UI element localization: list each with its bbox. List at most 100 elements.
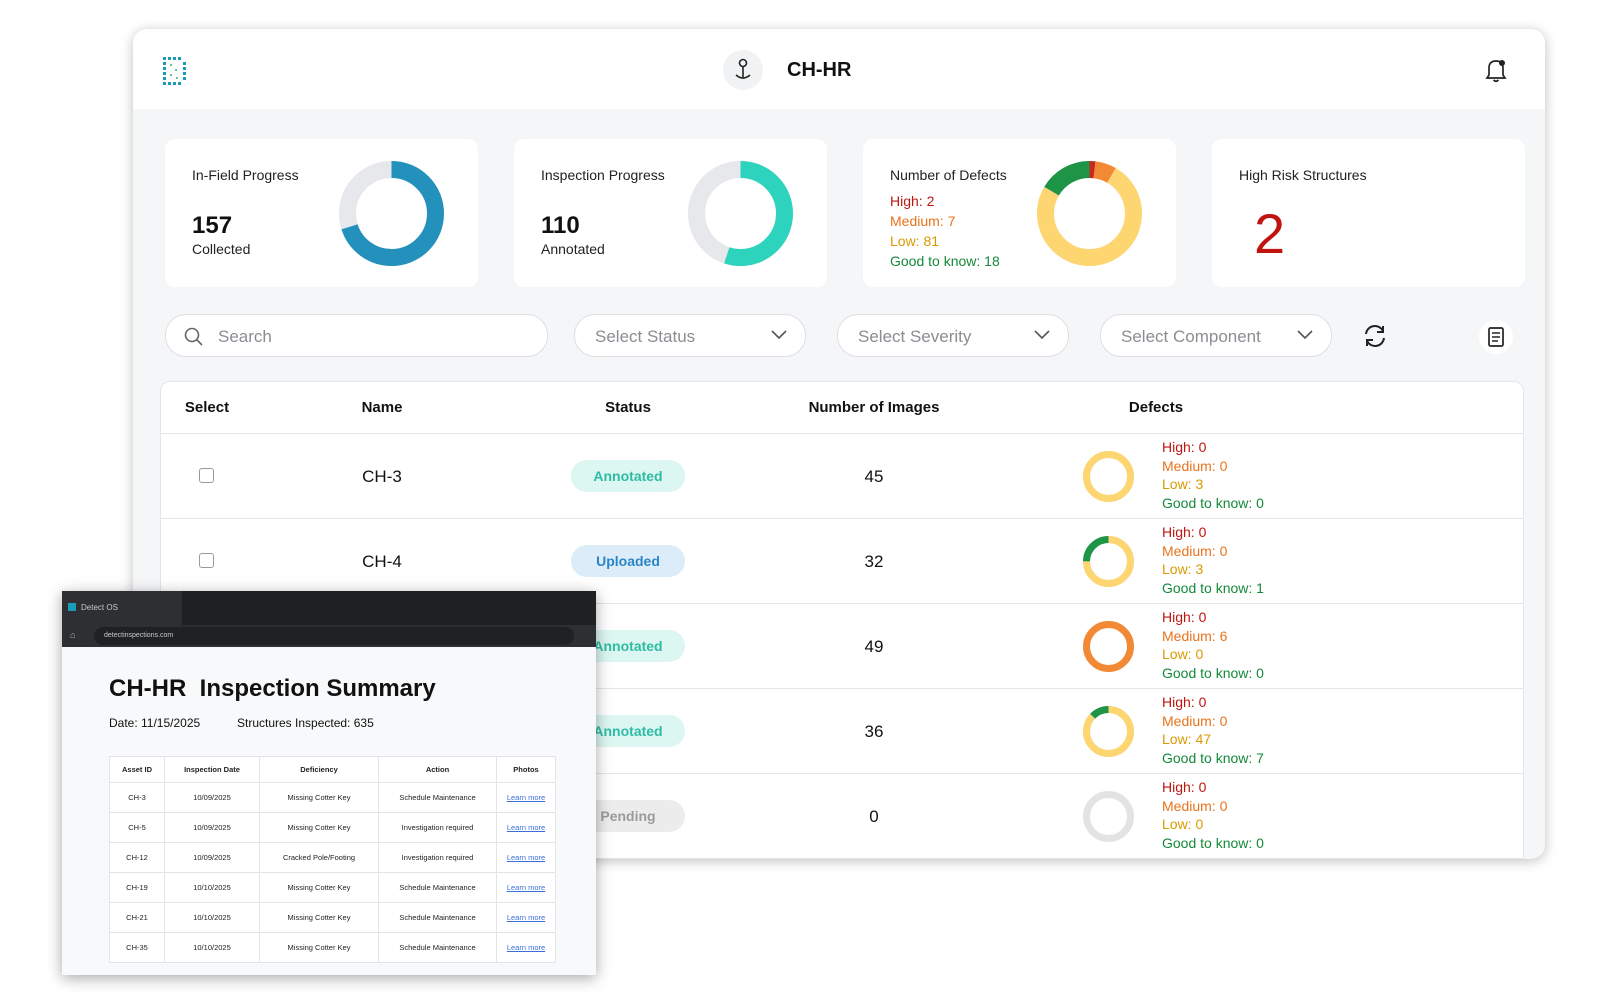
- defect-count: High: 0: [1162, 609, 1207, 625]
- donut-segment: [1082, 705, 1134, 757]
- report-cell: 10/09/2025: [164, 812, 260, 843]
- donut-track: [1082, 790, 1134, 842]
- column-header: Select: [184, 399, 230, 416]
- image-count: 36: [864, 722, 884, 741]
- donut-segment: [1082, 705, 1134, 757]
- table-row: [161, 519, 1523, 604]
- select-placeholder: Select Status: [595, 327, 696, 346]
- select-dropdown[interactable]: Select Status: [574, 314, 806, 357]
- report-cell: 10/10/2025: [164, 932, 260, 963]
- column-header: Status: [605, 399, 651, 416]
- tab-icon: [68, 603, 76, 611]
- card-label: Inspection Progress: [541, 167, 665, 183]
- project-title: CH-HR: [787, 59, 852, 81]
- report-row: CH-12 10/09/2025 Cracked Pole/Footing Inves…: [109, 842, 556, 873]
- learn-more-link[interactable]: Learn more: [496, 782, 556, 813]
- defect-count: Good to know: 0: [1162, 834, 1264, 851]
- report-cell: CH-35: [109, 932, 165, 963]
- search-icon: [184, 327, 203, 346]
- defect-count: Low: 3: [1162, 561, 1204, 577]
- report-row: CH-19 10/10/2025 Missing Cotter Key Schedul…: [109, 872, 556, 903]
- defect-count: Good to know: 1: [1162, 579, 1264, 596]
- defect-count: High: 0: [1162, 694, 1207, 710]
- learn-more-link[interactable]: Learn more: [496, 932, 556, 963]
- donut-segment: [1082, 450, 1134, 502]
- card-unit: Collected: [192, 241, 251, 257]
- defect-count: Medium: 7: [890, 213, 956, 229]
- donut-chart: [1082, 620, 1134, 672]
- card-value: 157: [192, 212, 233, 239]
- defect-count: Good to know: 0: [1162, 494, 1264, 511]
- report-column-header: Photos: [496, 756, 556, 783]
- report-button[interactable]: [1479, 320, 1513, 354]
- report-body: CH-3 10/09/2025 Missing Cotter Key Schedule…: [109, 782, 556, 963]
- table-row: [161, 604, 1523, 689]
- defect-count: Good to know: 18: [890, 253, 1000, 269]
- donut-segment: [1036, 160, 1142, 266]
- table-header-row: [161, 382, 1523, 434]
- row-checkbox[interactable]: [199, 468, 214, 483]
- report-cell: CH-3: [109, 782, 165, 813]
- summary-card: In-Field Progress 157 Collected: [165, 139, 478, 287]
- card-unit: Annotated: [541, 241, 605, 257]
- chevron-icon: [1297, 330, 1313, 340]
- report-column-header: Action: [378, 756, 497, 783]
- report-title: CH-HR Inspection Summary: [109, 675, 436, 702]
- select-placeholder: Select Severity: [858, 327, 972, 346]
- select-dropdown[interactable]: Select Severity: [837, 314, 1069, 357]
- refresh-button[interactable]: [1362, 323, 1388, 349]
- structure-name: CH-3: [362, 467, 402, 486]
- donut-segment: [687, 160, 793, 266]
- donut-chart: [1082, 705, 1134, 757]
- image-count: 32: [864, 552, 884, 571]
- home-icon[interactable]: ⌂: [70, 630, 76, 640]
- report-cell: Cracked Pole/Footing: [259, 842, 379, 873]
- defect-count: Low: 81: [890, 233, 940, 249]
- image-count: 45: [864, 467, 884, 486]
- donut-chart: [1082, 450, 1134, 502]
- report-row: CH-21 10/10/2025 Missing Cotter Key Schedul…: [109, 902, 556, 933]
- defect-count: Low: 0: [1162, 816, 1204, 832]
- report-cell: CH-12: [109, 842, 165, 873]
- logo[interactable]: [163, 57, 189, 87]
- url-field[interactable]: [94, 627, 574, 645]
- defect-count: High: 2: [890, 193, 935, 209]
- row-checkbox[interactable]: [199, 553, 214, 568]
- search-input[interactable]: Search: [165, 314, 548, 357]
- defect-count: High: 0: [1162, 439, 1207, 455]
- learn-more-link[interactable]: Learn more: [496, 812, 556, 843]
- report-window: Detect OS ⌂ detectinspections.com CH-HR …: [62, 591, 596, 975]
- learn-more-link[interactable]: Learn more: [496, 902, 556, 933]
- notification-bell[interactable]: [1484, 57, 1508, 83]
- learn-more-link[interactable]: Learn more: [496, 842, 556, 873]
- card-label: High Risk Structures: [1239, 167, 1367, 183]
- report-cell: 10/09/2025: [164, 842, 260, 873]
- address-bar: ⌂ detectinspections.com: [62, 625, 596, 647]
- defect-count: Low: 0: [1162, 646, 1204, 662]
- defect-count: High: 0: [1162, 779, 1207, 795]
- browser-tab[interactable]: Detect OS: [62, 591, 182, 625]
- donut-chart: [338, 160, 444, 266]
- tab-title: Detect OS: [81, 603, 118, 612]
- donut-chart: [1036, 160, 1142, 266]
- summary-card: High Risk Structures 2: [1212, 139, 1525, 287]
- defect-count: Medium: 0: [1162, 797, 1228, 814]
- defect-count: Medium: 6: [1162, 627, 1228, 644]
- card-value: 2: [1254, 202, 1286, 265]
- chevron-icon: [1034, 330, 1050, 340]
- defect-count: Good to know: 0: [1162, 664, 1264, 681]
- report-column-header: Inspection Date: [164, 756, 260, 783]
- report-cell: Schedule Maintenance: [378, 902, 497, 933]
- status-badge: Annotated: [571, 460, 685, 492]
- select-dropdown[interactable]: Select Component: [1100, 314, 1332, 357]
- report-header-row: Asset ID Inspection Date Deficiency Action P…: [109, 756, 556, 783]
- defect-count: High: 0: [1162, 524, 1207, 540]
- location-icon: [723, 50, 763, 90]
- report-cell: Missing Cotter Key: [259, 902, 379, 933]
- table-row: [161, 434, 1523, 519]
- report-cell: CH-19: [109, 872, 165, 903]
- defect-count: Medium: 0: [1162, 712, 1228, 729]
- report-cell: Missing Cotter Key: [259, 872, 379, 903]
- learn-more-link[interactable]: Learn more: [496, 872, 556, 903]
- donut-segment: [1082, 535, 1134, 587]
